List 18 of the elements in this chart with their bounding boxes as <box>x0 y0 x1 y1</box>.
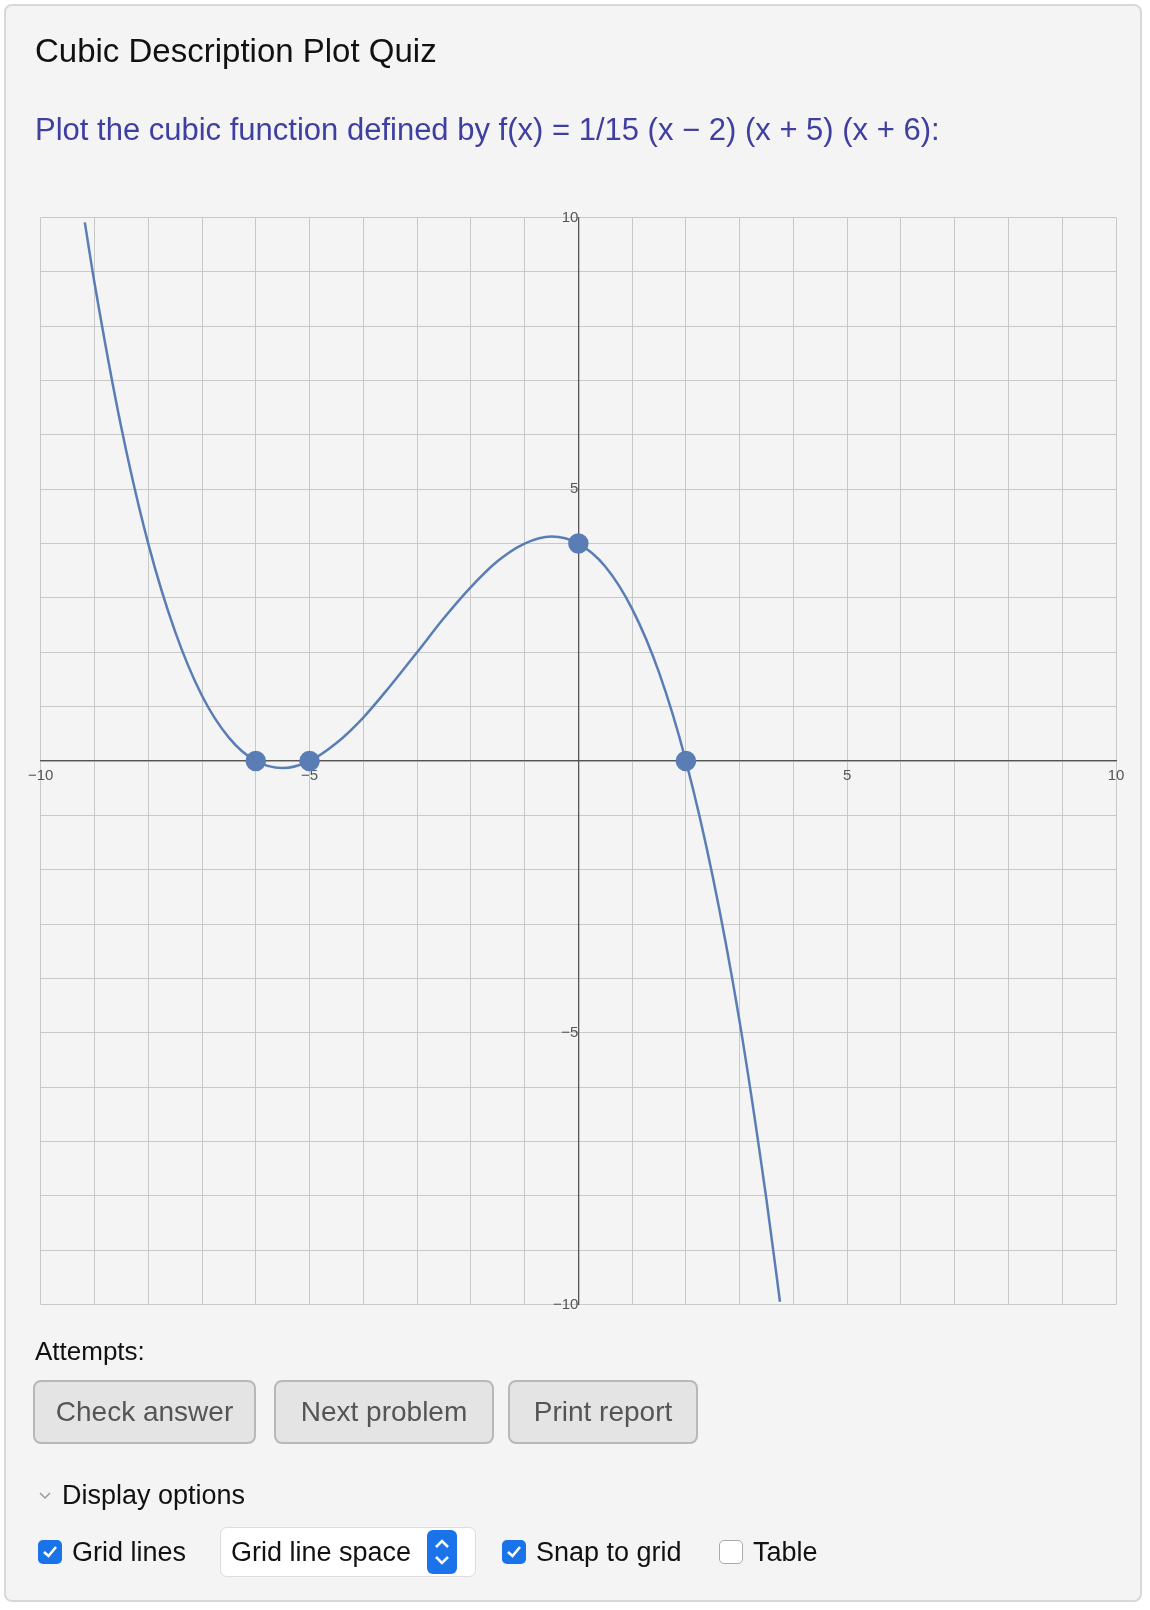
text: Next problem <box>274 1380 494 1444</box>
y-tick-label: −10 <box>552 1294 579 1312</box>
chart-subtitle: Plot the cubic function defined by f(x) = 1/15 (x − 2) (x + 5) (x + 6): <box>35 112 940 148</box>
text: Check answer <box>33 1380 256 1444</box>
text: Grid line space <box>231 1536 412 1568</box>
text: Display options <box>62 1480 246 1511</box>
text: Grid lines <box>72 1536 187 1568</box>
y-tick-label: −5 <box>561 1022 579 1040</box>
text: Attempts: <box>35 1336 145 1367</box>
x-tick-label: 5 <box>843 766 852 784</box>
chart-title: Cubic Description Plot Quiz <box>35 32 437 70</box>
y-tick-label: 10 <box>561 207 579 225</box>
text: Table <box>753 1536 818 1568</box>
text: Print report <box>508 1380 698 1444</box>
text: Snap to grid <box>536 1536 682 1568</box>
x-tick-label: −10 <box>28 766 54 784</box>
y-tick-label: 5 <box>570 479 579 497</box>
x-tick-label: 10 <box>1107 766 1125 784</box>
